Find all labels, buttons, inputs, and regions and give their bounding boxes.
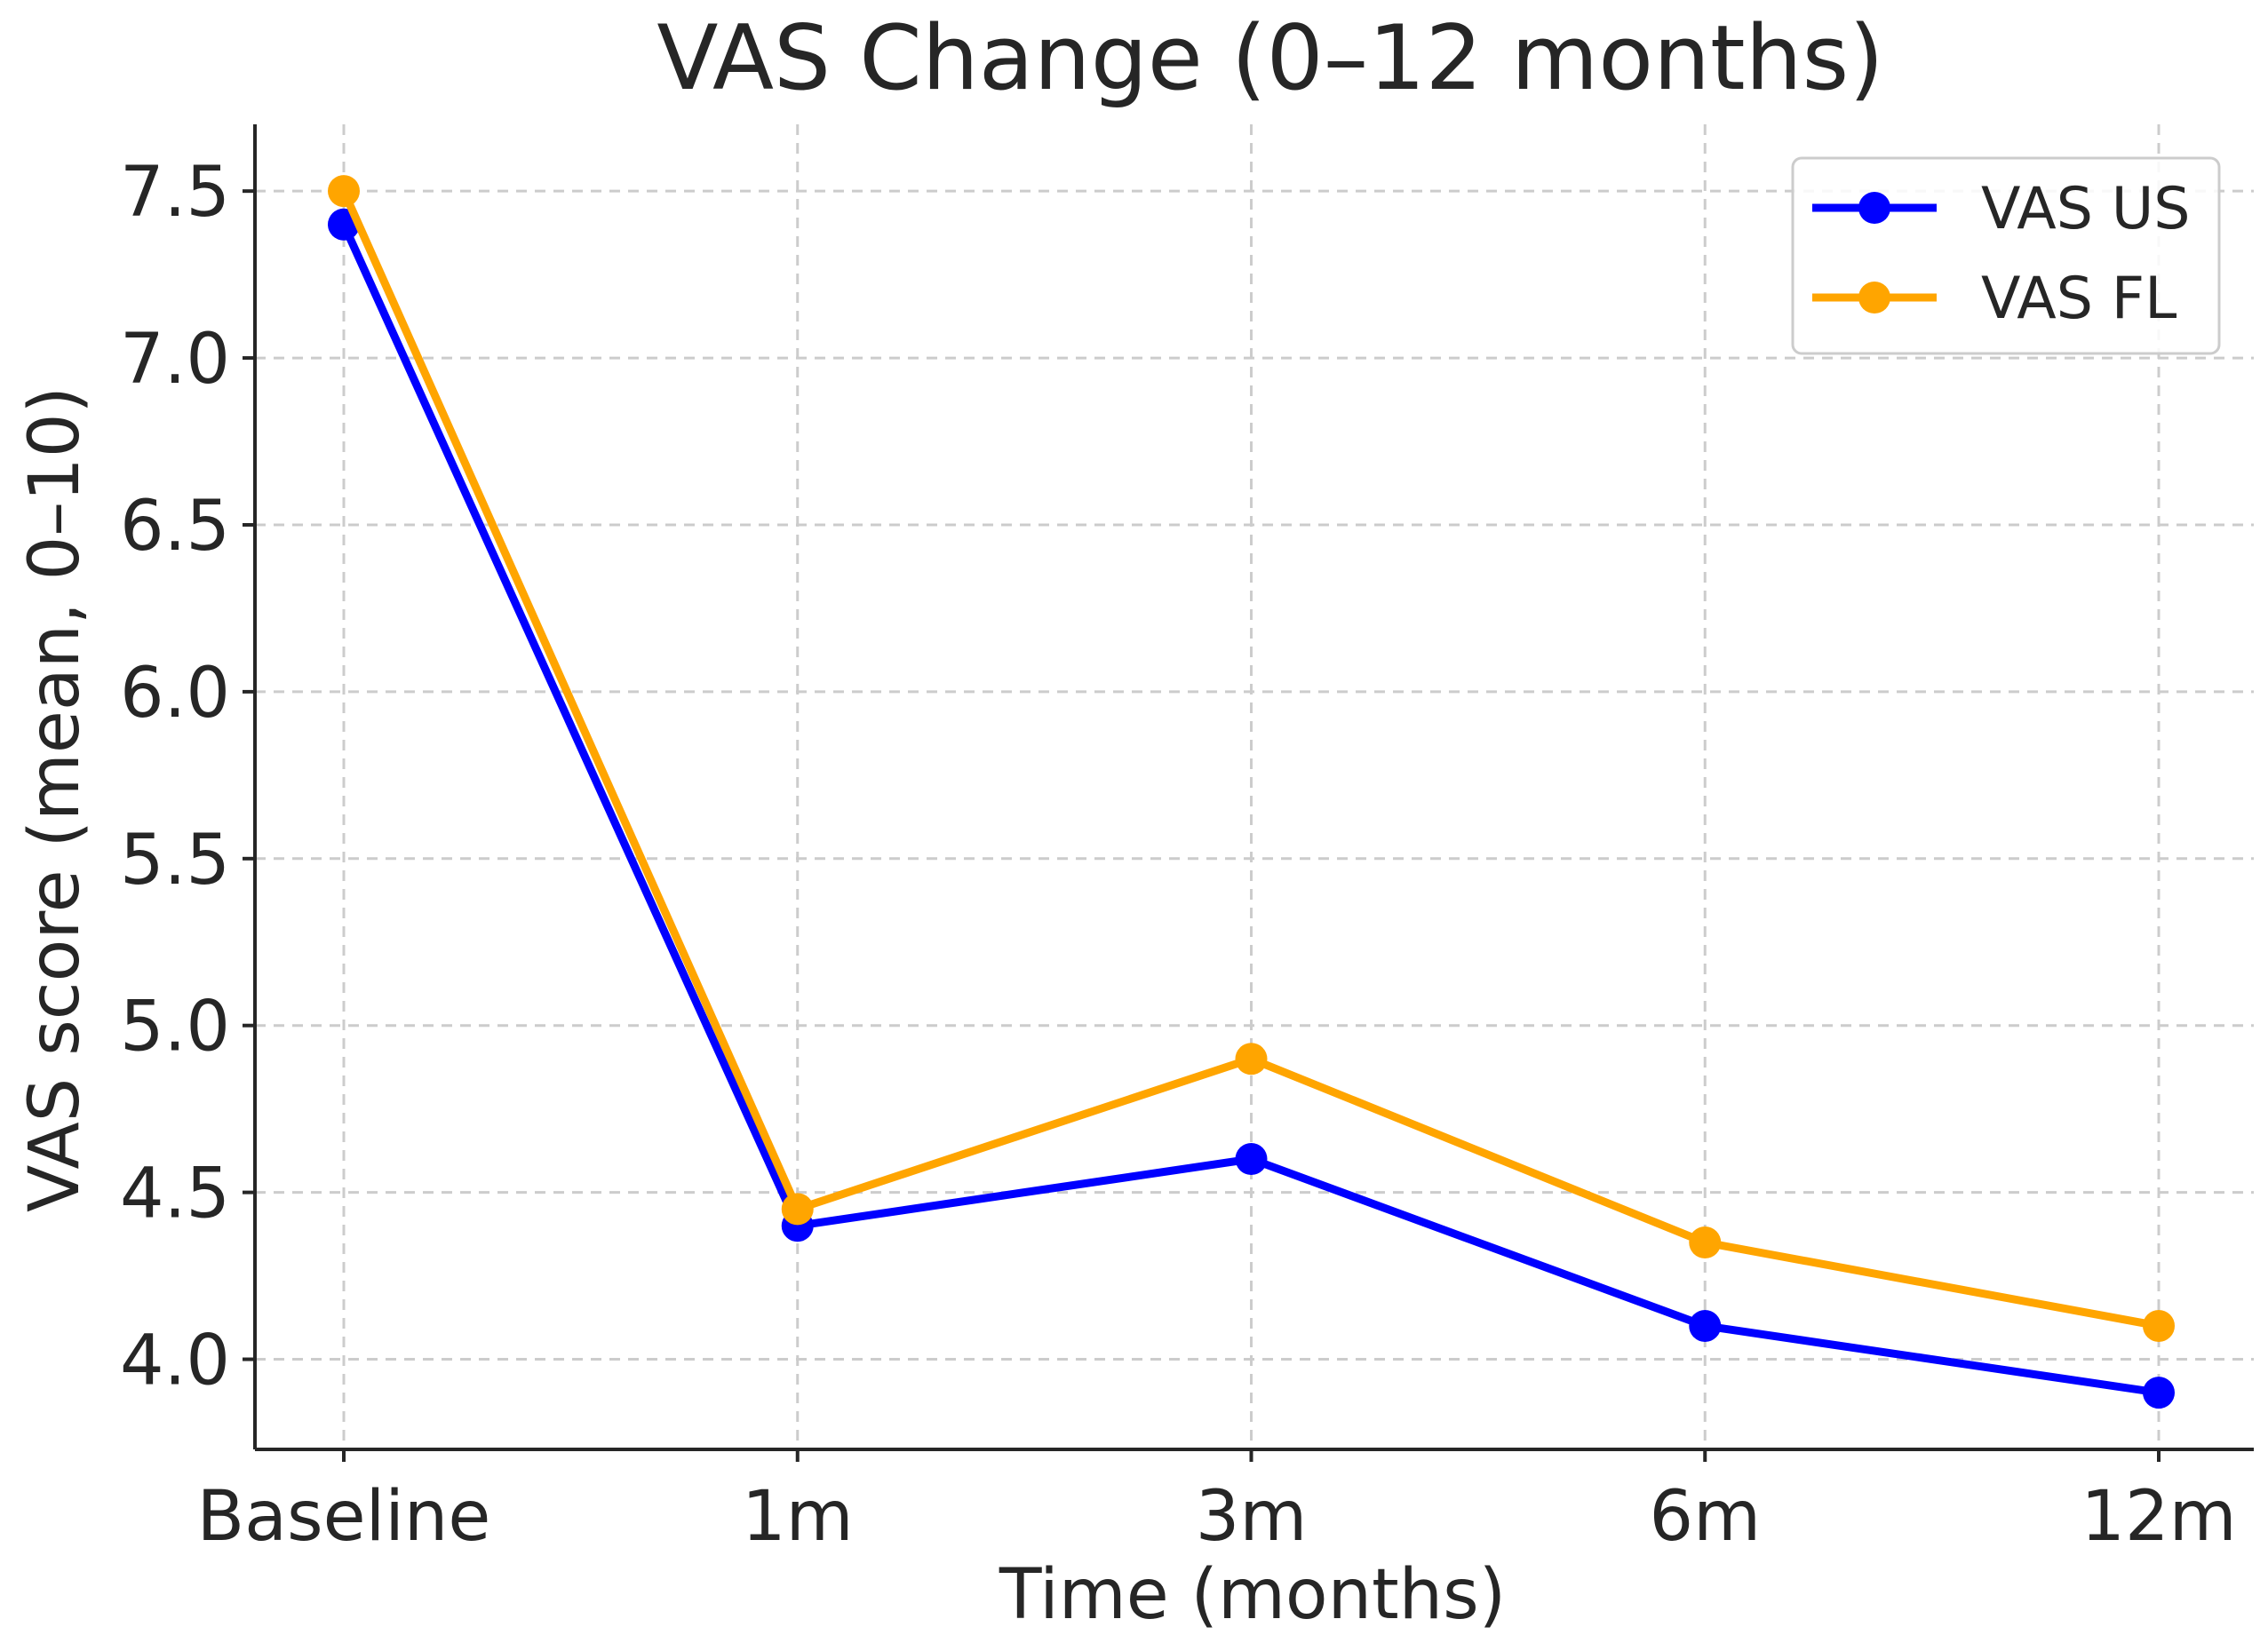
data-point-vas-fl xyxy=(781,1193,814,1226)
x-tick-label: 3m xyxy=(1196,1477,1308,1557)
y-tick-label: 7.0 xyxy=(120,320,230,400)
legend-marker xyxy=(1858,192,1890,224)
data-point-vas-us xyxy=(1235,1143,1268,1176)
y-tick-label: 7.5 xyxy=(120,153,230,233)
data-point-vas-fl xyxy=(328,175,360,208)
x-tick-label: 12m xyxy=(2081,1477,2236,1557)
axes xyxy=(253,124,2254,1451)
y-tick-label: 4.0 xyxy=(120,1322,230,1401)
data-point-vas-fl xyxy=(2143,1309,2175,1342)
legend: VAS US VAS FL xyxy=(1791,156,2221,355)
legend-item-vas-fl: VAS FL xyxy=(1812,266,2176,332)
x-tick-label: 6m xyxy=(1649,1477,1761,1557)
data-point-vas-fl xyxy=(1235,1043,1268,1075)
legend-item-vas-us: VAS US xyxy=(1812,176,2191,242)
y-tick-label: 6.5 xyxy=(120,487,230,567)
y-tick-label: 6.0 xyxy=(120,654,230,734)
series-vas-fl xyxy=(328,175,2175,1342)
series xyxy=(328,175,2175,1409)
data-point-vas-fl xyxy=(1689,1226,1722,1258)
x-tick-label: 1m xyxy=(742,1477,854,1557)
x-tick-label: Baseline xyxy=(197,1477,491,1557)
legend-label: VAS FL xyxy=(1981,266,2176,332)
legend-marker xyxy=(1858,282,1890,314)
x-axis-label: Time (months) xyxy=(999,1555,1506,1635)
data-point-vas-us xyxy=(2143,1377,2175,1409)
legend-label: VAS US xyxy=(1981,176,2191,242)
chart-title: VAS Change (0–12 months) xyxy=(657,5,1883,110)
data-point-vas-us xyxy=(1689,1309,1722,1342)
y-tick-label: 5.5 xyxy=(120,821,230,901)
y-axis-label: VAS score (mean, 0–10) xyxy=(15,386,95,1212)
y-tick-label: 4.5 xyxy=(120,1155,230,1234)
y-tick-label: 5.0 xyxy=(120,988,230,1068)
series-vas-us xyxy=(328,208,2175,1409)
ticks: Baseline 1m 3m 6m 12m 4.0 4.5 5.0 5.5 6.0 6.5 7.0 7.… xyxy=(120,153,2237,1557)
